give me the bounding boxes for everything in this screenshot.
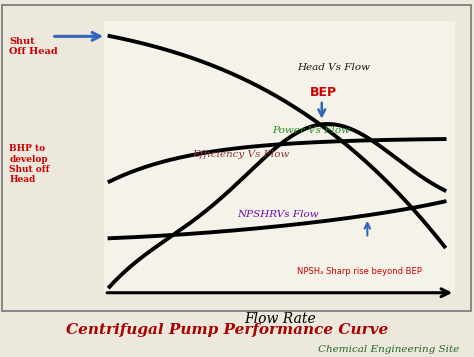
Text: Centrifugal Pump Performance Curve: Centrifugal Pump Performance Curve — [66, 323, 389, 337]
Text: BHP to
develop
Shut off
Head: BHP to develop Shut off Head — [9, 144, 50, 184]
Text: Head Vs Flow: Head Vs Flow — [297, 63, 370, 72]
Text: Chemical Engineering Site: Chemical Engineering Site — [318, 345, 459, 354]
Text: NPSHRVs Flow: NPSHRVs Flow — [237, 210, 319, 219]
Text: BEP: BEP — [310, 86, 337, 99]
Text: Efficiency Vs Flow: Efficiency Vs Flow — [192, 150, 289, 159]
Text: NPSHₐ Sharp rise beyond BEP: NPSHₐ Sharp rise beyond BEP — [297, 267, 422, 276]
Text: Power Vs Flow: Power Vs Flow — [273, 126, 351, 135]
Text: Flow Rate: Flow Rate — [244, 312, 316, 326]
Text: Shut
Off Head: Shut Off Head — [9, 37, 58, 56]
